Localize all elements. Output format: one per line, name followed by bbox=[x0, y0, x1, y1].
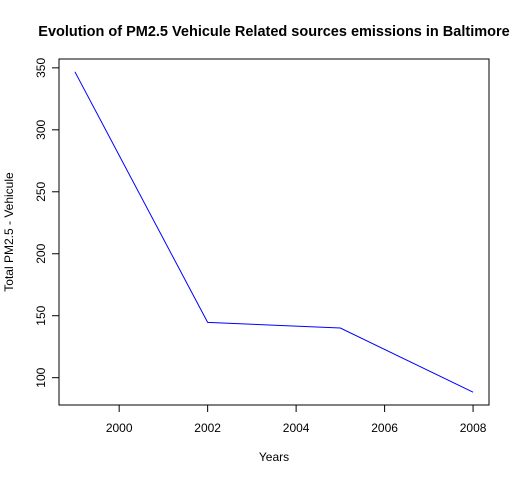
y-tick-label: 150 bbox=[34, 305, 48, 325]
y-tick-label: 200 bbox=[34, 243, 48, 263]
x-tick-label: 2000 bbox=[106, 421, 133, 435]
y-tick-label: 350 bbox=[34, 58, 48, 78]
x-tick-label: 2006 bbox=[371, 421, 398, 435]
y-tick-label: 100 bbox=[34, 367, 48, 387]
x-tick-label: 2002 bbox=[194, 421, 221, 435]
x-tick-label: 2008 bbox=[460, 421, 487, 435]
x-tick-label: 2004 bbox=[283, 421, 310, 435]
y-axis: 100 150 200 250 300 350 bbox=[34, 58, 60, 388]
series-line bbox=[74, 71, 474, 393]
chart-title: Evolution of PM2.5 Vehicule Related sour… bbox=[38, 24, 509, 40]
x-axis-label: Years bbox=[259, 450, 289, 464]
x-axis: 2000 2002 2004 2006 2008 bbox=[106, 404, 487, 435]
y-axis-label: Total PM2.5 - Vehicule bbox=[2, 172, 16, 292]
plot-frame bbox=[58, 58, 490, 406]
y-tick-label: 250 bbox=[34, 181, 48, 201]
series-layer bbox=[74, 71, 474, 393]
y-tick-label: 300 bbox=[34, 119, 48, 139]
